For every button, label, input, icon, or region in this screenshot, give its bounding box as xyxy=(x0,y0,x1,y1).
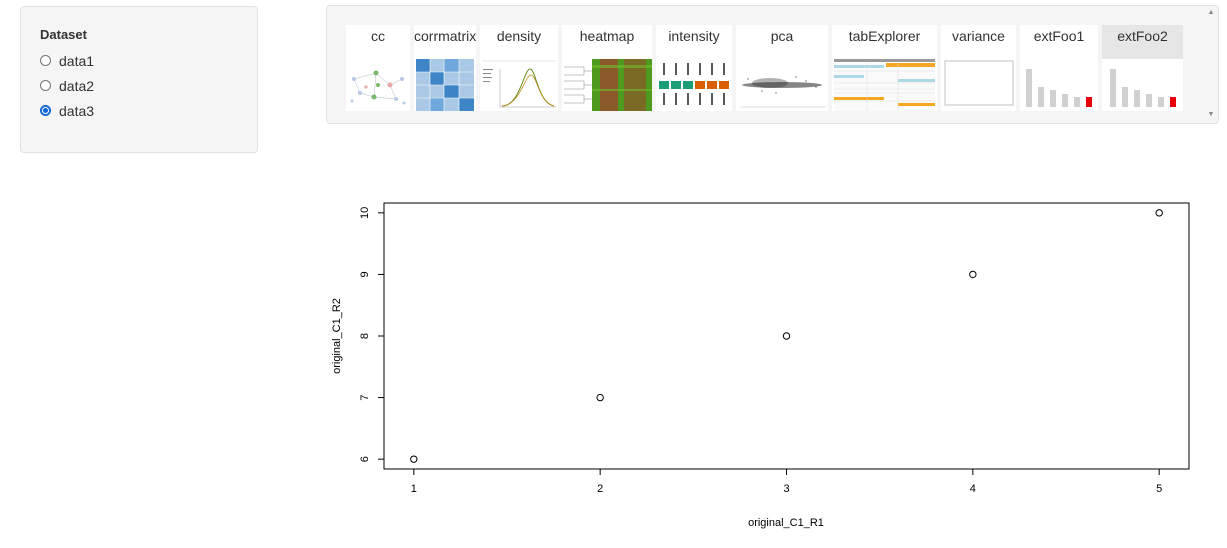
radio-option-data2[interactable]: data2 xyxy=(40,73,238,98)
heatmap-thumbnail-icon xyxy=(562,59,652,111)
data-points xyxy=(410,209,1163,463)
y-axis-label: original_C1_R2 xyxy=(331,298,343,374)
thumb-label: pca xyxy=(770,28,794,44)
data-point xyxy=(1155,209,1163,217)
plot-frame xyxy=(383,202,1190,470)
y-tick-label: 7 xyxy=(359,395,371,401)
thumb-cc[interactable]: cc xyxy=(346,25,410,111)
thumb-label: variance xyxy=(952,28,1005,44)
thumb-label: extFoo1 xyxy=(1033,28,1085,44)
bar-chart-thumbnail-icon xyxy=(1102,59,1183,111)
thumb-corrmatrix[interactable]: corrmatrix xyxy=(414,25,476,111)
data-point xyxy=(969,270,977,279)
thumb-density[interactable]: density xyxy=(480,25,558,111)
thumb-intensity[interactable]: intensity xyxy=(656,25,732,111)
x-axis: 1 2 3 4 5 xyxy=(411,469,1162,495)
data-point xyxy=(596,393,604,402)
x-tick-label: 1 xyxy=(411,483,417,495)
scroll-up-arrow-icon[interactable]: ▲ xyxy=(1207,9,1215,16)
table-thumbnail-icon xyxy=(832,59,937,111)
radio-button[interactable] xyxy=(40,55,51,66)
density-plot-thumbnail-icon xyxy=(480,59,558,111)
radio-label: data3 xyxy=(59,102,95,119)
plot-selector-panel: cc corrmatrix xyxy=(326,5,1219,124)
x-tick-label: 4 xyxy=(970,483,976,495)
y-tick-label: 9 xyxy=(359,271,371,277)
y-tick-label: 6 xyxy=(359,456,371,462)
radio-option-data3[interactable]: data3 xyxy=(40,98,238,123)
thumb-label: corrmatrix xyxy=(414,28,477,44)
bar-chart-thumbnail-icon xyxy=(1020,59,1098,111)
thumb-label: intensity xyxy=(668,28,720,44)
scroll-down-arrow-icon[interactable]: ▼ xyxy=(1207,111,1215,118)
network-graph-thumbnail-icon xyxy=(346,59,410,111)
thumb-label: cc xyxy=(371,28,385,44)
x-tick-label: 3 xyxy=(783,483,789,495)
thumb-tabexplorer[interactable]: tabExplorer xyxy=(832,25,937,111)
thumb-label: tabExplorer xyxy=(848,28,921,44)
thumb-label: heatmap xyxy=(579,28,635,44)
radio-label: data1 xyxy=(59,52,95,69)
data-point xyxy=(410,455,418,463)
blank-plot-thumbnail-icon xyxy=(941,59,1016,111)
thumb-label: extFoo2 xyxy=(1117,28,1168,44)
x-axis-label: original_C1_R1 xyxy=(748,517,824,529)
x-tick-label: 5 xyxy=(1156,483,1162,495)
x-tick-label: 2 xyxy=(597,483,603,495)
y-tick-label: 10 xyxy=(359,207,371,219)
data-point xyxy=(782,332,791,340)
y-tick-label: 8 xyxy=(359,333,371,339)
dataset-panel: Dataset data1 data2 data3 xyxy=(20,6,258,153)
scatter-thumbnail-icon xyxy=(736,59,828,111)
radio-label: data2 xyxy=(59,77,95,94)
boxplot-thumbnail-icon xyxy=(656,59,732,111)
thumb-label: density xyxy=(496,28,542,44)
thumb-extfoo2[interactable]: extFoo2 xyxy=(1102,25,1183,111)
thumb-heatmap[interactable]: heatmap xyxy=(562,25,652,111)
radio-option-data1[interactable]: data1 xyxy=(40,48,238,73)
dataset-title: Dataset xyxy=(40,27,87,42)
y-axis: 6 7 8 9 10 xyxy=(359,207,384,462)
thumb-variance[interactable]: variance xyxy=(941,25,1016,111)
thumb-extfoo1[interactable]: extFoo1 xyxy=(1020,25,1098,111)
thumb-pca[interactable]: pca xyxy=(736,25,828,111)
radio-button-checked[interactable] xyxy=(40,105,51,116)
correlation-matrix-thumbnail-icon xyxy=(414,59,476,111)
scatter-plot: 1 2 3 4 5 6 7 8 9 10 original_C1_R1 original_C1_… xyxy=(326,188,1206,538)
radio-button[interactable] xyxy=(40,80,51,91)
